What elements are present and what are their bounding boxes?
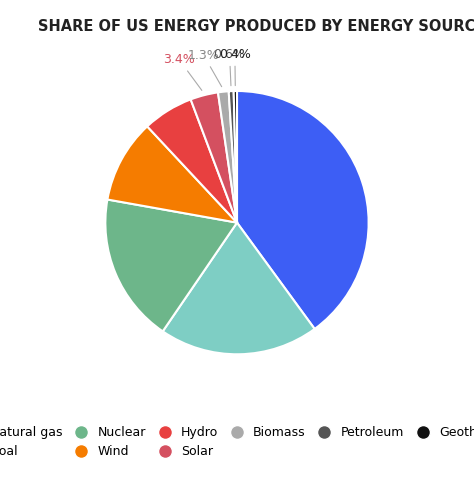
Text: 19.5%: 19.5% bbox=[219, 302, 258, 315]
Wedge shape bbox=[191, 92, 237, 223]
Wedge shape bbox=[218, 91, 237, 223]
Wedge shape bbox=[163, 223, 315, 354]
Text: 39.8%: 39.8% bbox=[299, 190, 338, 203]
Wedge shape bbox=[234, 91, 237, 223]
Text: 10.2%: 10.2% bbox=[142, 175, 182, 188]
Text: 6.2%: 6.2% bbox=[167, 129, 199, 142]
Wedge shape bbox=[108, 126, 237, 223]
Wedge shape bbox=[228, 91, 237, 223]
Wedge shape bbox=[105, 199, 237, 332]
Text: 0.6%: 0.6% bbox=[214, 48, 246, 86]
Text: 3.4%: 3.4% bbox=[163, 53, 202, 91]
Text: SHARE OF US ENERGY PRODUCED BY ENERGY SOURCE: SHARE OF US ENERGY PRODUCED BY ENERGY SO… bbox=[38, 19, 474, 34]
Wedge shape bbox=[147, 99, 237, 223]
Text: 0.4%: 0.4% bbox=[219, 47, 251, 86]
Text: 1.3%: 1.3% bbox=[188, 48, 222, 87]
Legend: Natural gas, Coal, Nuclear, Wind, Hydro, Solar, Biomass, Petroleum, Geothermal: Natural gas, Coal, Nuclear, Wind, Hydro,… bbox=[0, 421, 474, 463]
Text: 18.2%: 18.2% bbox=[138, 249, 178, 262]
Wedge shape bbox=[237, 91, 369, 329]
